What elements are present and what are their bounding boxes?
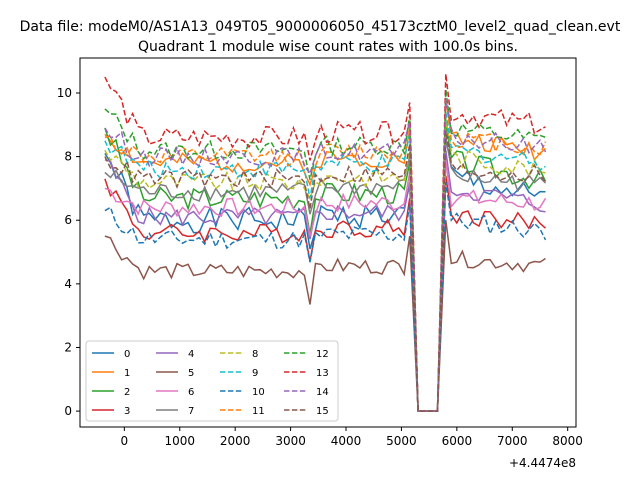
legend-label-5: 5: [188, 368, 194, 379]
x-tick-label: 1000: [164, 434, 195, 448]
legend-label-0: 0: [124, 349, 130, 360]
legend-label-8: 8: [252, 349, 258, 360]
x-offset-label: +4.4474e8: [509, 456, 576, 470]
series-line-13: [104, 73, 546, 412]
series-line-5: [104, 220, 546, 412]
y-tick-label: 4: [64, 277, 72, 291]
series-line-10: [104, 181, 547, 412]
series-line-15: [104, 131, 547, 412]
x-tick-label: 8000: [552, 434, 583, 448]
series-line-7: [104, 137, 547, 412]
legend-label-14: 14: [316, 387, 329, 398]
legend-label-9: 9: [252, 368, 258, 379]
chart-title: Quadrant 1 module wise count rates with …: [138, 39, 518, 55]
legend-label-10: 10: [252, 387, 265, 398]
legend-label-7: 7: [188, 406, 194, 417]
x-tick-label: 2000: [220, 434, 251, 448]
legend-label-15: 15: [316, 406, 329, 417]
legend-label-11: 11: [252, 406, 265, 417]
x-tick-label: 5000: [386, 434, 417, 448]
x-tick-label: 7000: [497, 434, 528, 448]
series-line-3: [104, 175, 546, 412]
y-tick-label: 0: [64, 404, 72, 418]
legend-label-12: 12: [316, 349, 329, 360]
series-layer: [104, 73, 547, 412]
legend-label-13: 13: [316, 368, 329, 379]
legend-label-3: 3: [124, 406, 130, 417]
legend-label-6: 6: [188, 387, 194, 398]
series-line-11: [104, 99, 547, 412]
y-tick-label: 10: [57, 86, 72, 100]
legend-frame: [85, 340, 339, 422]
legend-label-1: 1: [124, 368, 130, 379]
series-line-9: [104, 111, 546, 412]
legend-label-2: 2: [124, 387, 130, 398]
x-tick-label: 4000: [331, 434, 362, 448]
plot-area-frame: [79, 57, 577, 428]
y-tick-label: 8: [64, 150, 72, 164]
series-line-8: [104, 118, 546, 412]
y-tick-label: 6: [64, 213, 72, 227]
x-tick-label: 0: [121, 434, 129, 448]
series-line-6: [104, 159, 547, 412]
legend-label-4: 4: [188, 349, 194, 360]
x-tick-label: 6000: [442, 434, 473, 448]
series-line-14: [104, 99, 547, 412]
x-tick-label: 3000: [275, 434, 306, 448]
chart-suptitle: Data file: modeM0/AS1A13_049T05_90000060…: [20, 19, 621, 35]
y-tick-label: 2: [64, 340, 72, 354]
